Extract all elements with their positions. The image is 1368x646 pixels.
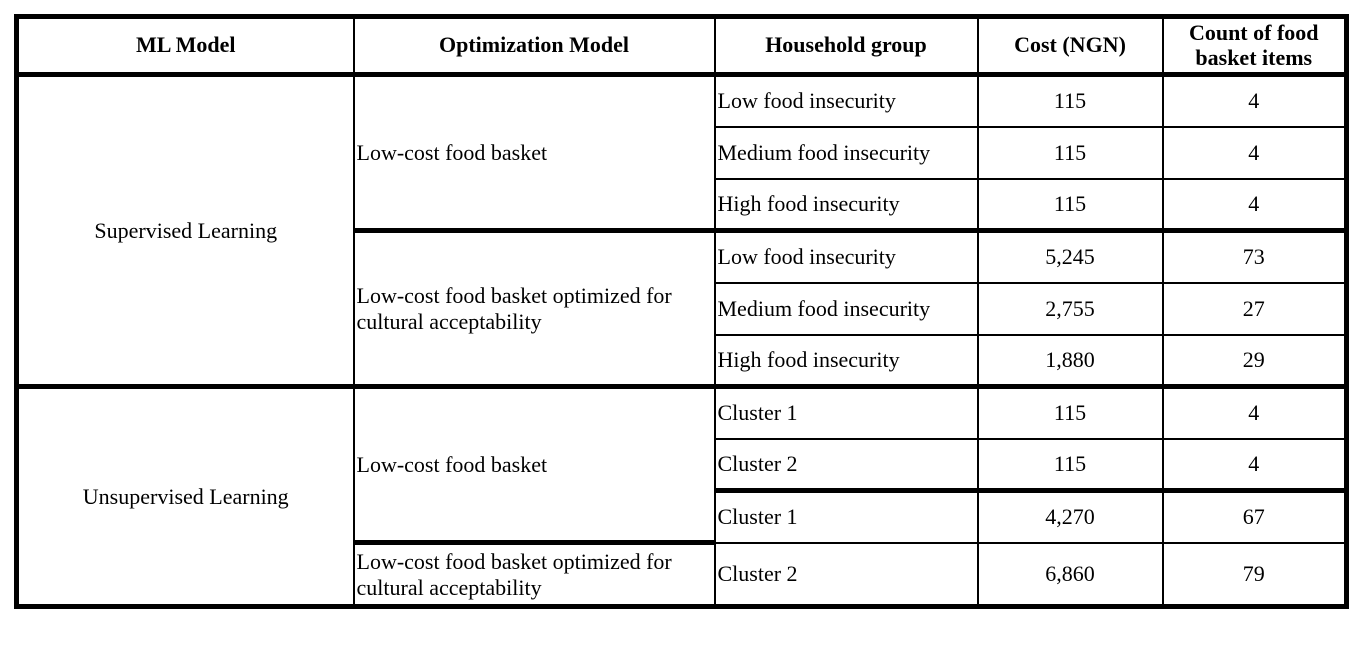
cell-ml-model: Unsupervised Learning bbox=[15, 384, 355, 608]
cell-cost: 115 bbox=[976, 73, 1164, 128]
cell-household-group: High food insecurity bbox=[713, 177, 979, 232]
header-optimization-model: Optimization Model bbox=[352, 15, 716, 77]
header-household-group: Household group bbox=[713, 15, 979, 77]
cell-cost: 115 bbox=[976, 125, 1164, 180]
table-row: Medium food insecurity 115 4 bbox=[17, 125, 1348, 180]
cell-count: 4 bbox=[1161, 125, 1348, 180]
table-row: Low-cost food basket optimized for cultu… bbox=[17, 540, 1348, 608]
cell-household-group: High food insecurity bbox=[713, 333, 979, 388]
results-table: ML Model Optimization Model Household gr… bbox=[14, 14, 1349, 609]
cell-cost: 1,880 bbox=[976, 333, 1164, 388]
table-row: Unsupervised Learning Low-cost food bask… bbox=[15, 384, 1348, 608]
cell-optimization-model: Low-cost food basket optimized for cultu… bbox=[352, 228, 716, 388]
cell-count: 4 bbox=[1161, 437, 1348, 492]
cell-count: 27 bbox=[1161, 281, 1348, 336]
table-row: High food insecurity 115 4 bbox=[17, 177, 1348, 232]
table-row: Low-cost food basket optimized for cultu… bbox=[17, 228, 1348, 388]
cell-household-group: Low food insecurity bbox=[713, 73, 979, 128]
cell-cost: 6,860 bbox=[976, 541, 1164, 608]
cell-ml-model: Supervised Learning bbox=[15, 73, 355, 388]
cell-count: 29 bbox=[1161, 333, 1348, 388]
table-row: Medium food insecurity 2,755 27 bbox=[17, 281, 1348, 336]
cell-cost: 2,755 bbox=[976, 281, 1164, 336]
header-cost: Cost (NGN) bbox=[976, 15, 1164, 77]
cell-count: 4 bbox=[1161, 384, 1348, 440]
cell-cost: 115 bbox=[976, 177, 1164, 232]
header-ml-model: ML Model bbox=[15, 15, 355, 77]
table-row: Cluster 1 4,270 67 bbox=[17, 488, 1348, 544]
cell-household-group: Cluster 2 bbox=[713, 541, 979, 608]
cell-optimization-model: Low-cost food basket optimized for cultu… bbox=[352, 540, 716, 608]
cell-household-group: Medium food insecurity bbox=[713, 125, 979, 180]
cell-household-group: Medium food insecurity bbox=[713, 281, 979, 336]
header-count: Count of food basket items bbox=[1161, 15, 1348, 77]
cell-optimization-model: Low-cost food basket bbox=[352, 73, 716, 232]
cell-optimization-model: Low-cost food basket bbox=[352, 384, 716, 544]
cell-count: 4 bbox=[1161, 177, 1348, 232]
cell-household-group: Cluster 1 bbox=[713, 488, 979, 544]
cell-household-group: Low food insecurity bbox=[713, 228, 979, 284]
cell-count: 73 bbox=[1161, 228, 1348, 284]
cell-count: 67 bbox=[1161, 488, 1348, 544]
cell-household-group: Cluster 2 bbox=[713, 437, 979, 492]
cell-cost: 4,270 bbox=[976, 488, 1164, 544]
cell-cost: 115 bbox=[976, 384, 1164, 440]
table-header-row: ML Model Optimization Model Household gr… bbox=[15, 15, 1348, 77]
cell-count: 4 bbox=[1161, 73, 1348, 128]
cell-cost: 5,245 bbox=[976, 228, 1164, 284]
cell-count: 79 bbox=[1161, 541, 1348, 608]
table-row: Cluster 2 115 4 bbox=[17, 437, 1348, 492]
table-row: High food insecurity 1,880 29 bbox=[17, 333, 1348, 388]
table-row: Supervised Learning Low-cost food basket… bbox=[15, 73, 1348, 388]
cell-cost: 115 bbox=[976, 437, 1164, 492]
cell-household-group: Cluster 1 bbox=[713, 384, 979, 440]
